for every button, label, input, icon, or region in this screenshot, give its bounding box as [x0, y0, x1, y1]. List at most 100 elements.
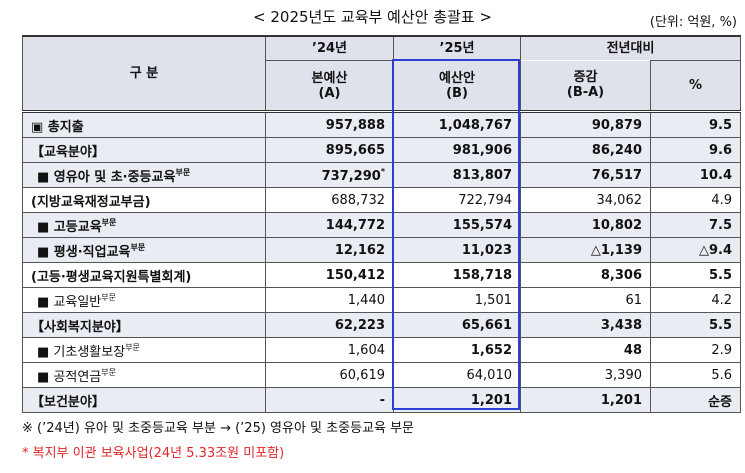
head-cell: %	[650, 60, 741, 113]
value-cell: -	[265, 387, 394, 413]
value-text: 5.5	[708, 317, 732, 333]
value-text: 12,162	[334, 242, 385, 258]
value-cell: 1,201	[520, 387, 651, 413]
value-cell: 65,661	[393, 312, 521, 338]
label-text: 【보건분야】	[31, 394, 105, 410]
value-text: 895,665	[325, 142, 385, 158]
value-cell: 5.5	[650, 312, 741, 338]
value-cell: 60,619	[265, 362, 394, 388]
label-text: ■ 공적연금	[37, 369, 102, 385]
value-cell: △9.4	[650, 237, 741, 263]
value-text: 62,223	[334, 317, 385, 333]
value-text: 10.4	[699, 167, 732, 183]
row-label: ■ 영유아 및 초·중등교육부문	[22, 162, 266, 188]
label-text: 【사회복지분야】	[31, 319, 129, 335]
value-cell: △1,139	[520, 237, 651, 263]
value-text: 65,661	[461, 317, 512, 333]
value-text: 3,438	[600, 317, 642, 333]
value-text: 5.5	[708, 267, 732, 283]
value-cell: 7.5	[650, 212, 741, 238]
value-text: 737,290	[321, 168, 381, 184]
budget-table: 구 분 ’24년 ’25년 전년대비 본예산 (A) 예산안 (B) 증감 (B-A)…	[22, 35, 741, 413]
value-cell: 5.5	[650, 262, 741, 288]
label-text: ■ 기초생활보장	[37, 344, 126, 360]
value-cell: 90,879	[520, 111, 651, 138]
value-cell: 1,652	[393, 337, 521, 363]
value-cell: 48	[520, 337, 651, 363]
label-sup: 부문	[101, 292, 116, 302]
head-text: (A)	[318, 85, 341, 101]
label-text: ■ 고등교육	[37, 219, 102, 235]
value-text: 1,201	[470, 392, 512, 408]
head-text: 예산안	[439, 70, 475, 86]
value-cell: 9.5	[650, 111, 741, 138]
value-text: 1,201	[600, 392, 642, 408]
value-text: 86,240	[591, 142, 642, 158]
label-sup: 부문	[101, 367, 116, 377]
value-text: 34,062	[596, 192, 643, 208]
value-text: 722,794	[458, 192, 512, 208]
note: * 복지부 이관 보육사업(24년 5.33조원 미포함)	[22, 446, 285, 461]
value-cell: 86,240	[520, 137, 651, 163]
head-row: 구 분 ’24년 ’25년 전년대비	[22, 35, 741, 113]
value-text: 158,718	[452, 267, 512, 283]
value-text: △1,139	[590, 242, 642, 258]
value-text: 64,010	[466, 367, 513, 383]
value-text: 688,732	[331, 192, 385, 208]
value-cell: 1,440	[265, 287, 394, 313]
value-text: 5.6	[711, 367, 732, 383]
head-cell: 본예산 (A)	[265, 60, 394, 113]
table-row: 【사회복지분야】 62,223 65,661 3,438 5.5	[22, 312, 741, 338]
value-cell: 10.4	[650, 162, 741, 188]
value-cell: 12,162	[265, 237, 394, 263]
head-text: (B)	[446, 85, 468, 101]
value-cell: 981,906	[393, 137, 521, 163]
value-cell: 4.2	[650, 287, 741, 313]
unit: (단위: 억원, %)	[649, 15, 737, 30]
value-text: 3,390	[604, 367, 642, 383]
value-text: 1,440	[347, 292, 385, 308]
value-cell: 4.9	[650, 187, 741, 213]
value-cell: 1,201	[393, 387, 521, 413]
label-sup: 부문	[101, 217, 117, 227]
head-text: (B-A)	[566, 85, 605, 101]
head-text: 증감	[573, 70, 598, 86]
value-text: 8,306	[600, 267, 642, 283]
table-row: 【보건분야】 - 1,201 1,201 순증	[22, 387, 741, 413]
value-cell: 155,574	[393, 212, 521, 238]
value-text: 90,879	[591, 117, 642, 133]
value-text: 11,023	[461, 242, 512, 258]
value-cell: 144,772	[265, 212, 394, 238]
value-text: 155,574	[452, 217, 512, 233]
value-cell: 2.9	[650, 337, 741, 363]
value-cell: 813,807	[393, 162, 521, 188]
label-text: (고등·평생교육지원특별회계)	[31, 269, 192, 285]
value-text: 9.6	[708, 142, 732, 158]
head-cell: ’25년	[393, 35, 521, 61]
label-text: ■ 영유아 및 초·중등교육	[37, 169, 176, 185]
row-label: ■ 교육일반부문	[22, 287, 266, 313]
value-text: 60,619	[339, 367, 386, 383]
label-sup: 부문	[175, 167, 191, 177]
label-sup: 부문	[130, 242, 146, 252]
label-text: 【교육분야】	[31, 144, 105, 160]
value-text: 48	[623, 342, 642, 358]
value-cell: 1,604	[265, 337, 394, 363]
value-text: 9.5	[708, 117, 732, 133]
row-label: ■ 기초생활보장부문	[22, 337, 266, 363]
row-label: ▣ 총지출	[22, 111, 266, 138]
value-text: 957,888	[325, 117, 385, 133]
value-text: 4.2	[711, 292, 732, 308]
table-row: ■ 고등교육부문 144,772 155,574 10,802 7.5	[22, 212, 741, 238]
head-cell: 예산안 (B)	[393, 60, 521, 113]
value-cell: 1,501	[393, 287, 521, 313]
value-text: 1,501	[474, 292, 512, 308]
value-text: △9.4	[698, 242, 732, 258]
table-row: ▣ 총지출 957,888 1,048,767 90,879 9.5	[22, 111, 741, 138]
label-text: ■ 교육일반	[37, 294, 102, 310]
value-cell: 1,048,767	[393, 111, 521, 138]
value-text: 2.9	[711, 342, 732, 358]
value-text: 7.5	[708, 217, 732, 233]
value-text: 10,802	[591, 217, 642, 233]
